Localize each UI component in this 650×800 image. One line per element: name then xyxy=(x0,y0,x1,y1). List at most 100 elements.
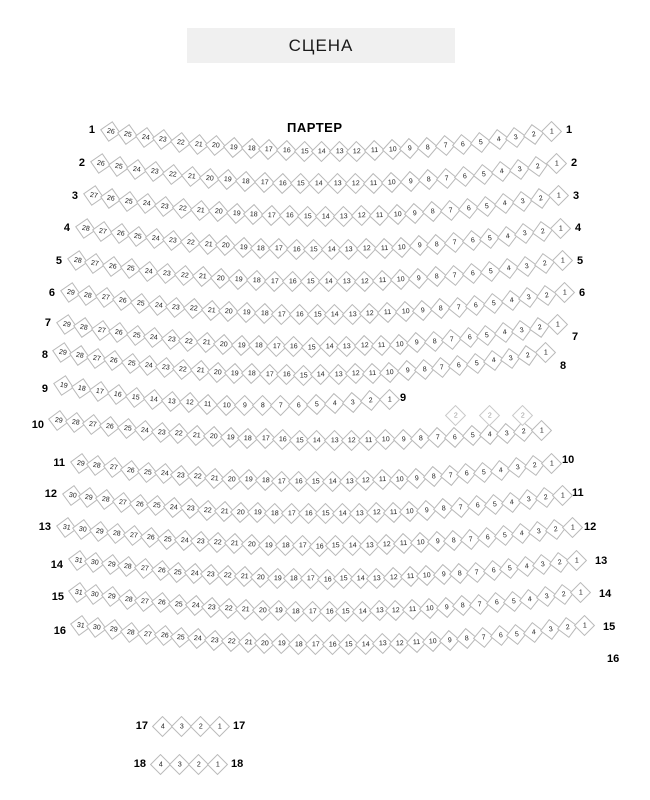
seat[interactable]: 3 xyxy=(509,158,530,180)
seat[interactable]: 2 xyxy=(517,344,539,366)
seat[interactable]: 1 xyxy=(378,388,400,410)
seat[interactable]: 28 xyxy=(73,316,94,338)
seat[interactable]: 2 xyxy=(552,584,574,605)
seat[interactable]: 1 xyxy=(208,715,230,737)
row-label-right-7: 7 xyxy=(572,331,579,343)
row-label-right-13: 13 xyxy=(595,555,608,567)
seat[interactable]: 5 xyxy=(482,292,504,314)
row-label-left-8: 8 xyxy=(41,349,48,361)
seat[interactable]: 2 xyxy=(531,220,553,242)
seat[interactable]: 9 xyxy=(407,267,429,289)
special-seat[interactable]: 2 xyxy=(478,404,500,426)
seat[interactable]: 1 xyxy=(545,152,567,174)
special-seat[interactable]: 2 xyxy=(444,404,466,426)
seat[interactable]: 16 xyxy=(106,384,128,406)
row-label-right-2: 2 xyxy=(571,157,578,169)
seat[interactable]: 2 xyxy=(529,187,551,209)
row-label-right-5: 5 xyxy=(577,255,584,267)
row-label-left-11: 11 xyxy=(53,457,65,469)
row-label-left-6: 6 xyxy=(48,287,55,299)
seat[interactable]: 25 xyxy=(107,155,129,177)
seat[interactable]: 1 xyxy=(546,313,568,335)
seat[interactable]: 5 xyxy=(472,163,494,185)
seat[interactable]: 9 xyxy=(399,170,421,192)
seat[interactable]: 2 xyxy=(535,284,557,306)
row-label-left-14: 14 xyxy=(50,559,63,571)
seat[interactable]: 5 xyxy=(475,195,497,217)
seat[interactable]: 5 xyxy=(465,352,487,374)
seat[interactable]: 2 xyxy=(522,123,544,145)
row-label-left-17: 17 xyxy=(135,720,148,732)
seat[interactable]: 2 xyxy=(523,455,545,477)
seat[interactable]: 1 xyxy=(547,184,569,206)
seat[interactable]: 1 xyxy=(565,549,587,571)
seat[interactable]: 1 xyxy=(540,120,562,142)
seat[interactable]: 6 xyxy=(461,230,483,252)
seat[interactable]: 4 xyxy=(493,193,515,215)
row-label-left-18: 18 xyxy=(133,758,146,770)
seat[interactable]: 26 xyxy=(89,152,111,174)
seat[interactable]: 2 xyxy=(556,617,578,638)
row-label-left-5: 5 xyxy=(55,255,62,267)
seat[interactable]: 5 xyxy=(476,324,498,346)
row-label-left-12: 12 xyxy=(44,488,57,500)
seat[interactable]: 3 xyxy=(515,255,537,277)
seat[interactable]: 25 xyxy=(117,123,139,145)
seat[interactable]: 2 xyxy=(529,316,550,338)
stage-label: СЦЕНА xyxy=(288,35,354,55)
row-label-left-7: 7 xyxy=(44,317,51,329)
seat[interactable]: 2 xyxy=(360,390,382,412)
seat[interactable]: 3 xyxy=(505,126,527,148)
seat[interactable]: 5 xyxy=(479,228,501,250)
seat[interactable]: 5 xyxy=(479,260,501,282)
seat[interactable]: 4 xyxy=(490,161,512,183)
seat[interactable]: 1 xyxy=(569,581,591,603)
seat[interactable]: 19 xyxy=(52,374,74,396)
row-label-right-15: 15 xyxy=(603,621,616,633)
seat[interactable]: 3 xyxy=(511,190,533,212)
row-label-right-12: 12 xyxy=(584,521,597,533)
seat[interactable]: 2 xyxy=(533,252,555,274)
row-label-left-13: 13 xyxy=(38,521,51,533)
seat[interactable]: 1 xyxy=(551,249,573,271)
seat[interactable]: 4 xyxy=(496,225,518,247)
seat[interactable]: 1 xyxy=(530,419,552,441)
seat[interactable]: 6 xyxy=(454,165,476,187)
seat[interactable]: 1 xyxy=(540,452,562,474)
row-label-left-15: 15 xyxy=(51,591,64,603)
seat[interactable]: 1 xyxy=(534,341,556,363)
row-label-right-18: 18 xyxy=(231,758,244,770)
seat[interactable]: 1 xyxy=(206,753,228,775)
seat[interactable]: 1 xyxy=(561,516,583,538)
seat[interactable]: 7 xyxy=(443,232,465,254)
seat[interactable]: 1 xyxy=(573,614,595,636)
seat[interactable]: 2 xyxy=(548,551,570,573)
seat[interactable]: 1 xyxy=(553,281,575,303)
row-label-right-1: 1 xyxy=(566,124,573,136)
row-label-right-4: 4 xyxy=(575,222,582,234)
row-label-left-16: 16 xyxy=(53,625,66,637)
row-label-right-10: 10 xyxy=(562,454,575,466)
seat[interactable]: 5 xyxy=(469,131,491,153)
row-label-right-11: 11 xyxy=(572,487,584,499)
seat[interactable]: 4 xyxy=(497,258,519,280)
row-label-left-10: 10 xyxy=(31,419,44,431)
seat[interactable]: 2 xyxy=(527,155,549,177)
row-label-right-3: 3 xyxy=(573,190,580,202)
row-label-right-16: 16 xyxy=(607,653,620,665)
seat[interactable]: 8 xyxy=(416,136,439,159)
row-label-left-4: 4 xyxy=(63,222,70,234)
seat[interactable]: 2 xyxy=(534,487,556,509)
row-label-right-6: 6 xyxy=(579,287,586,299)
row-label-left-9: 9 xyxy=(41,383,48,395)
seat[interactable]: 4 xyxy=(500,290,522,312)
seat[interactable]: 1 xyxy=(551,484,573,506)
seat[interactable]: 2 xyxy=(544,518,566,540)
row-label-right-14: 14 xyxy=(599,588,612,600)
seat[interactable]: 1 xyxy=(549,217,571,239)
special-seat[interactable]: 2 xyxy=(511,404,533,426)
row-label-right-8: 8 xyxy=(560,360,567,372)
seat[interactable]: 3 xyxy=(342,392,364,414)
row-label-left-1: 1 xyxy=(88,124,95,136)
